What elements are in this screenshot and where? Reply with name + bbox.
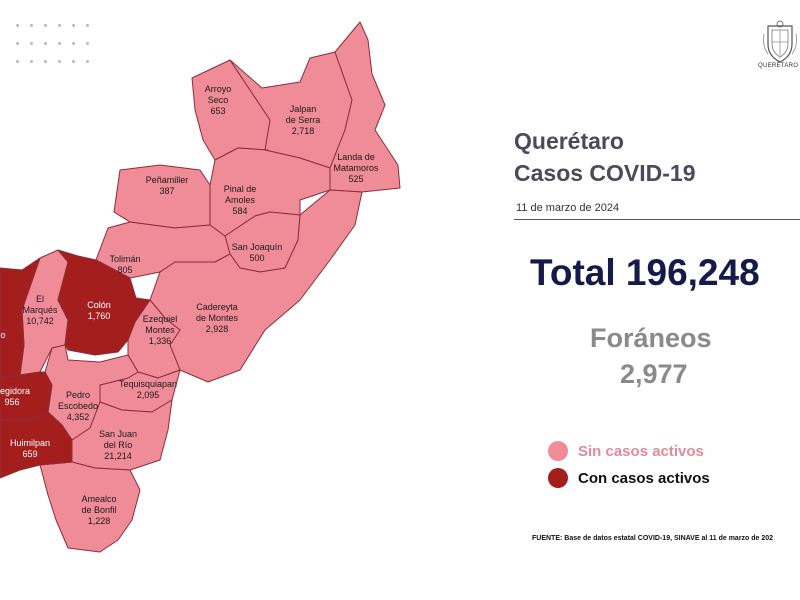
page-subtitle: Casos COVID-19 — [514, 160, 696, 186]
municipality-cases-penamiller: 387 — [159, 186, 174, 196]
municipality-name-cadereyta: de Montes — [196, 313, 239, 323]
municipality-name-pinal: Pinal de — [224, 184, 257, 194]
foraneos-label: Foráneos — [590, 323, 712, 353]
legend-item-active: Con casos activos — [548, 468, 710, 488]
municipality-cases-san-joaquin: 500 — [249, 253, 264, 263]
municipality-name-pedro-escobedo: Escobedo — [58, 401, 98, 411]
municipality-name-toliman: Tolimán — [109, 254, 140, 264]
municipality-name-ezequiel: Ezequiel — [143, 314, 178, 324]
municipality-cases-cadereyta: 2,928 — [206, 324, 229, 334]
report-date: 11 de marzo de 2024 — [516, 202, 620, 214]
municipality-name-jalpan: de Serra — [286, 115, 321, 125]
region-arroyo-seco[interactable] — [191, 59, 271, 161]
municipality-name-arroyo-seco: Arroyo — [205, 84, 232, 94]
municipality-name-san-joaquin: San Joaquín — [232, 242, 283, 252]
municipality-name-huimilpan: Huimilpan — [10, 438, 50, 448]
municipality-name-landa: Matamoros — [333, 163, 379, 173]
municipality-cases-ezequiel: 1,336 — [149, 336, 172, 346]
source-note: FUENTE: Base de datos estatal COVID-19, … — [532, 535, 774, 542]
municipality-name-queretaro: o — [0, 330, 5, 340]
municipality-name-penamiller: Peñamiller — [146, 175, 189, 185]
municipality-name-el-marques: Marqués — [22, 305, 58, 315]
total-cases: Total 196,248 — [530, 252, 760, 293]
region-amealco[interactable] — [39, 461, 141, 553]
region-corregidora[interactable] — [0, 371, 53, 421]
region-landa[interactable] — [329, 21, 401, 193]
municipality-name-san-juan: San Juan — [99, 429, 137, 439]
municipality-name-cadereyta: Cadereyta — [196, 302, 238, 312]
municipality-cases-colon: 1,760 — [88, 311, 111, 321]
municipality-cases-pedro-escobedo: 4,352 — [67, 412, 90, 422]
municipality-cases-amealco: 1,228 — [88, 516, 111, 526]
municipality-name-pinal: Amoles — [225, 195, 256, 205]
legend-item-no-active: Sin casos activos — [548, 441, 704, 461]
municipality-name-amealco: de Bonfil — [81, 505, 116, 515]
municipality-cases-el-marques: 10,742 — [26, 316, 54, 326]
municipality-cases-toliman: 805 — [117, 265, 132, 275]
municipality-cases-san-juan: 21,214 — [104, 451, 132, 461]
crest-shield-icon — [763, 20, 797, 63]
municipality-cases-tequisquiapan: 2,095 — [137, 390, 160, 400]
municipality-name-pedro-escobedo: Pedro — [66, 390, 90, 400]
crest-name: QUERÉTARO — [758, 63, 799, 69]
legend-label-no-active: Sin casos activos — [578, 442, 704, 460]
title-divider — [514, 219, 800, 220]
municipality-name-san-juan: del Río — [104, 440, 133, 450]
foraneos-value: 2,977 — [620, 359, 688, 389]
legend-swatch-active — [548, 468, 568, 488]
region-huimilpan[interactable] — [0, 411, 73, 479]
municipality-name-tequisquiapan: Tequisquiapan — [119, 379, 177, 389]
municipality-cases-corregidora: 956 — [4, 397, 19, 407]
legend-swatch-no-active — [548, 441, 568, 461]
municipality-name-landa: Landa de — [337, 152, 375, 162]
municipality-cases-huimilpan: 659 — [22, 449, 37, 459]
municipality-cases-arroyo-seco: 653 — [210, 106, 225, 116]
municipality-name-corregidora: rregidora — [0, 386, 30, 396]
municipality-name-amealco: Amealco — [81, 494, 116, 504]
decorative-dot-grid — [16, 24, 96, 68]
municipality-name-jalpan: Jalpan — [290, 104, 317, 114]
municipality-cases-pinal: 584 — [232, 206, 247, 216]
municipality-name-colon: Colón — [87, 300, 111, 310]
municipality-cases-jalpan: 2,718 — [292, 126, 315, 136]
municipality-cases-landa: 525 — [348, 174, 363, 184]
page-title: Querétaro — [514, 128, 624, 154]
municipality-name-ezequiel: Montes — [145, 325, 175, 335]
municipality-name-el-marques: El — [36, 294, 44, 304]
municipality-name-arroyo-seco: Seco — [208, 95, 229, 105]
state-crest-logo — [760, 20, 800, 72]
legend-label-active: Con casos activos — [578, 469, 710, 487]
region-colon[interactable] — [57, 249, 151, 356]
